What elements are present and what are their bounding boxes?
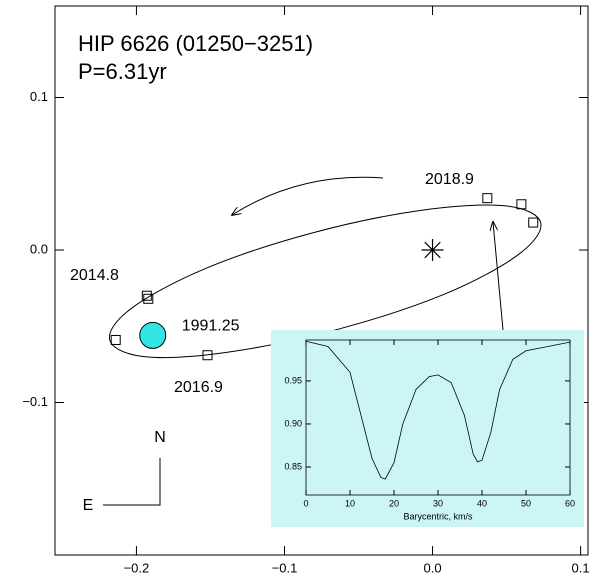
x-tick-label: 20 xyxy=(389,498,399,508)
x-tick-label: 0.0 xyxy=(424,560,442,575)
observation xyxy=(482,193,493,204)
observation xyxy=(110,334,121,345)
chart-title: HIP 6626 (01250−3251) xyxy=(78,31,313,56)
epoch-label: 2016.9 xyxy=(174,379,223,396)
compass-east: E xyxy=(83,497,94,514)
x-axis-label: Barycentric, km/s xyxy=(403,511,473,521)
observation xyxy=(202,350,213,361)
observation xyxy=(528,217,539,228)
chart-subtitle: P=6.31yr xyxy=(78,59,167,84)
x-tick-label: 0 xyxy=(303,498,308,508)
motion-arrow xyxy=(232,176,384,215)
y-tick-label: 0.1 xyxy=(30,89,48,104)
pointer-arrow xyxy=(493,222,504,331)
epoch-label: 1991.25 xyxy=(182,318,240,335)
epoch-point xyxy=(139,321,167,349)
x-tick-label: 0.1 xyxy=(572,560,590,575)
compass xyxy=(103,458,161,506)
epoch-label: 2014.8 xyxy=(70,267,119,284)
x-tick-label: −0.1 xyxy=(272,560,298,575)
x-tick-label: 30 xyxy=(433,498,443,508)
observation xyxy=(141,290,152,301)
observation xyxy=(516,199,527,210)
compass-north: N xyxy=(154,429,166,446)
y-tick-label: 0.85 xyxy=(284,461,302,471)
y-tick-label: 0.90 xyxy=(284,418,302,428)
x-tick-label: −0.2 xyxy=(124,560,150,575)
inset-background xyxy=(271,330,584,527)
x-tick-label: 40 xyxy=(477,498,487,508)
x-tick-label: 60 xyxy=(565,498,575,508)
x-tick-label: 10 xyxy=(345,498,355,508)
y-tick-label: −0.1 xyxy=(22,394,48,409)
plot-frame xyxy=(54,5,589,556)
primary-star xyxy=(421,239,444,261)
orbit xyxy=(108,204,542,359)
profile-line xyxy=(305,340,571,480)
x-tick-label: 50 xyxy=(521,498,531,508)
y-tick-label: 0.0 xyxy=(30,241,48,256)
observation xyxy=(143,293,154,304)
epoch-label: 2018.9 xyxy=(425,171,474,188)
y-tick-label: 0.95 xyxy=(284,375,302,385)
